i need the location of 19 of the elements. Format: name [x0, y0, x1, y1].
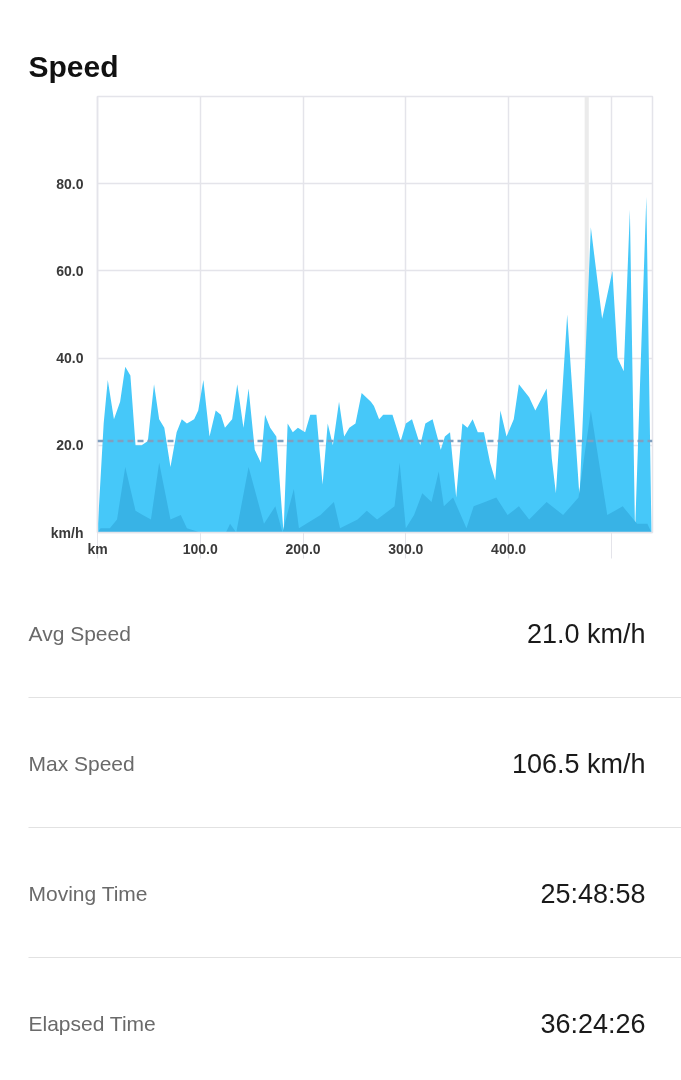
- y-tick-label: 60.0: [56, 262, 84, 279]
- text: 21.0 km/h: [526, 618, 646, 649]
- y-tick-label: 20.0: [56, 437, 84, 454]
- x-tick-label: 200.0: [285, 540, 321, 557]
- text: Avg Speed: [28, 622, 131, 645]
- x-tick-label: km: [87, 540, 108, 557]
- text: 25:48:58: [540, 878, 646, 909]
- text: Max Speed: [28, 752, 135, 775]
- x-tick-label: 300.0: [388, 540, 424, 557]
- text: 106.5 km/h: [511, 748, 646, 779]
- text: Moving Time: [28, 882, 148, 905]
- x-tick-label: 100.0: [182, 540, 219, 557]
- y-tick-label: km/h: [50, 524, 84, 541]
- text: 36:24:26: [540, 1008, 646, 1039]
- text: Elapsed Time: [28, 1012, 156, 1035]
- y-tick-label: 80.0: [56, 175, 84, 192]
- y-tick-label: 40.0: [56, 350, 84, 367]
- x-tick-label: 400.0: [491, 540, 527, 557]
- chart-title: Speed: [28, 49, 119, 83]
